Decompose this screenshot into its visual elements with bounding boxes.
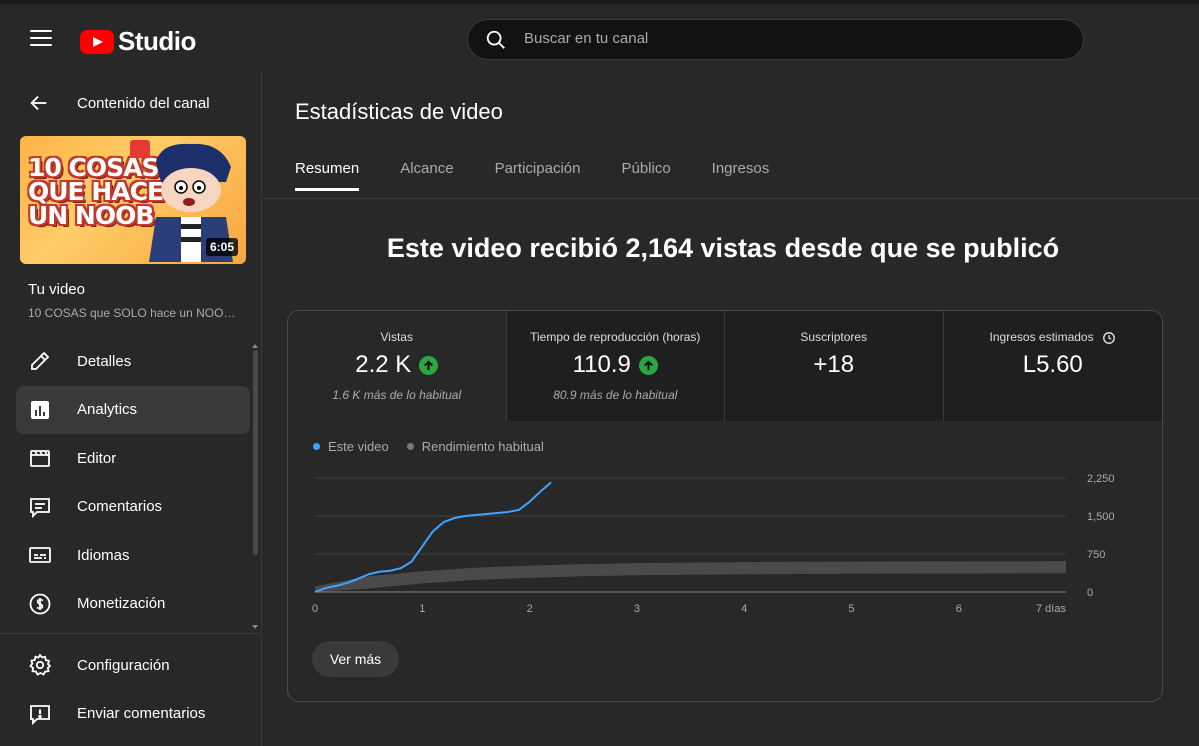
sidebar-item-analytics[interactable]: Analytics bbox=[16, 385, 250, 434]
sidebar-item-editor[interactable]: Editor bbox=[16, 434, 250, 482]
sidebar-scrollbar[interactable] bbox=[253, 350, 258, 555]
sidebar-item-send-feedback[interactable]: Enviar comentarios bbox=[16, 690, 250, 738]
y-tick-label: 1,500 bbox=[1087, 511, 1115, 523]
tab-engagement[interactable]: Participación bbox=[494, 160, 581, 177]
metric-watch-time-comparison: 80.9 más de lo habitual bbox=[553, 388, 678, 402]
analytics-icon bbox=[31, 400, 49, 419]
youtube-studio-logo[interactable]: Studio bbox=[80, 26, 196, 57]
x-tick-label: 4 bbox=[741, 603, 747, 615]
top-bar: Studio bbox=[0, 0, 1199, 72]
editor-icon bbox=[30, 450, 50, 467]
thumbnail-text: 10 COSAS QUE HACE UN NOOB bbox=[28, 153, 164, 230]
metric-estimated-revenue[interactable]: Ingresos estimados L5.60 bbox=[943, 311, 1162, 421]
video-thumbnail[interactable]: 10 COSAS QUE HACE UN NOOB 6:05 bbox=[20, 136, 246, 264]
sidebar-item-monetization[interactable]: Monetización bbox=[16, 580, 250, 628]
logo-text: Studio bbox=[118, 26, 196, 56]
metric-views-value: 2.2 K bbox=[355, 351, 412, 378]
sidebar-item-languages[interactable]: Idiomas bbox=[16, 531, 250, 579]
see-more-button[interactable]: Ver más bbox=[312, 641, 399, 677]
video-duration: 6:05 bbox=[205, 238, 238, 256]
metric-tabs: Vistas 2.2 K 1.6 K más de lo habitual Ti… bbox=[288, 311, 1162, 421]
sidebar-item-details[interactable]: Detalles bbox=[16, 337, 250, 385]
back-to-channel-content[interactable]: Contenido del canal bbox=[28, 92, 210, 114]
views-line-chart: 0 750 1,500 2,250 0 1 2 3 4 5 6 7 días bbox=[312, 473, 1115, 615]
sidebar-divider bbox=[0, 633, 262, 634]
scroll-up-arrow[interactable] bbox=[252, 344, 258, 348]
thumbnail-badge-icon bbox=[130, 140, 150, 158]
clock-icon bbox=[1103, 331, 1115, 344]
back-label: Contenido del canal bbox=[77, 94, 210, 112]
metric-revenue-value: L5.60 bbox=[1022, 351, 1083, 378]
legend-dot bbox=[313, 443, 320, 450]
chart-legend: Este video Rendimiento habitual bbox=[313, 439, 562, 454]
tab-revenue[interactable]: Ingresos bbox=[711, 160, 770, 177]
trend-up-icon bbox=[419, 355, 439, 375]
metric-subscribers[interactable]: Suscriptores +18 bbox=[725, 311, 944, 421]
trend-up-icon bbox=[638, 355, 658, 375]
feedback-icon bbox=[30, 704, 50, 725]
arrow-left-icon bbox=[30, 95, 47, 111]
gear-icon bbox=[29, 653, 52, 676]
y-tick-label: 2,250 bbox=[1087, 473, 1115, 485]
x-tick-label: 5 bbox=[848, 603, 854, 615]
your-video-label: Tu video bbox=[28, 281, 85, 298]
typical-performance-band bbox=[315, 561, 1066, 592]
comments-icon bbox=[30, 497, 50, 518]
y-tick-label: 750 bbox=[1087, 549, 1105, 561]
metric-subscribers-value: +18 bbox=[813, 351, 855, 378]
y-tick-label: 0 bbox=[1087, 587, 1093, 599]
tab-reach[interactable]: Alcance bbox=[400, 160, 454, 177]
tabs-divider bbox=[263, 198, 1199, 199]
tab-overview[interactable]: Resumen bbox=[295, 160, 360, 191]
overview-card: Vistas 2.2 K 1.6 K más de lo habitual Ti… bbox=[287, 310, 1163, 702]
x-tick-label: 0 bbox=[312, 603, 318, 615]
tab-audience[interactable]: Público bbox=[621, 160, 671, 177]
youtube-play-icon bbox=[80, 29, 114, 54]
page-title: Estadísticas de video bbox=[295, 99, 503, 124]
sidebar-item-comments[interactable]: Comentarios bbox=[16, 483, 250, 531]
metric-views-comparison: 1.6 K más de lo habitual bbox=[332, 388, 462, 402]
this-video-line bbox=[314, 481, 552, 593]
search-icon[interactable] bbox=[485, 29, 507, 51]
search-input[interactable] bbox=[524, 30, 1024, 47]
x-tick-label: 3 bbox=[634, 603, 640, 615]
metric-watch-time-value: 110.9 bbox=[572, 351, 631, 378]
metric-watch-time[interactable]: Tiempo de reproducción (horas) 110.9 80.… bbox=[506, 311, 725, 421]
subtitles-icon bbox=[29, 547, 51, 563]
legend-dot bbox=[406, 443, 414, 450]
x-tick-label: 6 bbox=[956, 603, 962, 615]
sidebar-bottom-nav: Configuración Enviar comentarios bbox=[16, 641, 250, 738]
sidebar: Contenido del canal 10 COSAS QUE HACE UN… bbox=[0, 72, 262, 746]
sidebar-item-settings[interactable]: Configuración bbox=[16, 641, 250, 689]
legend-item-typical-performance[interactable]: Rendimiento habitual bbox=[406, 439, 544, 454]
sidebar-nav: Detalles Analytics Editor Comentarios Id… bbox=[16, 337, 250, 628]
search-bar[interactable] bbox=[467, 19, 1084, 60]
x-tick-label: 7 días bbox=[1036, 603, 1066, 615]
x-tick-label: 2 bbox=[527, 603, 533, 615]
dollar-icon bbox=[29, 593, 51, 614]
cartoon-character-image bbox=[149, 143, 233, 262]
legend-item-this-video[interactable]: Este video bbox=[313, 439, 389, 454]
pencil-icon bbox=[31, 351, 50, 370]
x-tick-label: 1 bbox=[419, 603, 425, 615]
views-headline: Este video recibió 2,164 vistas desde qu… bbox=[386, 233, 1060, 263]
metric-views[interactable]: Vistas 2.2 K 1.6 K más de lo habitual bbox=[288, 311, 507, 421]
scroll-down-arrow[interactable] bbox=[252, 625, 258, 629]
analytics-tabs: Resumen Alcance Participación Público In… bbox=[295, 160, 810, 191]
hamburger-menu-icon[interactable] bbox=[30, 30, 52, 48]
video-title: 10 COSAS que SOLO hace un NOOB ... bbox=[28, 306, 243, 320]
